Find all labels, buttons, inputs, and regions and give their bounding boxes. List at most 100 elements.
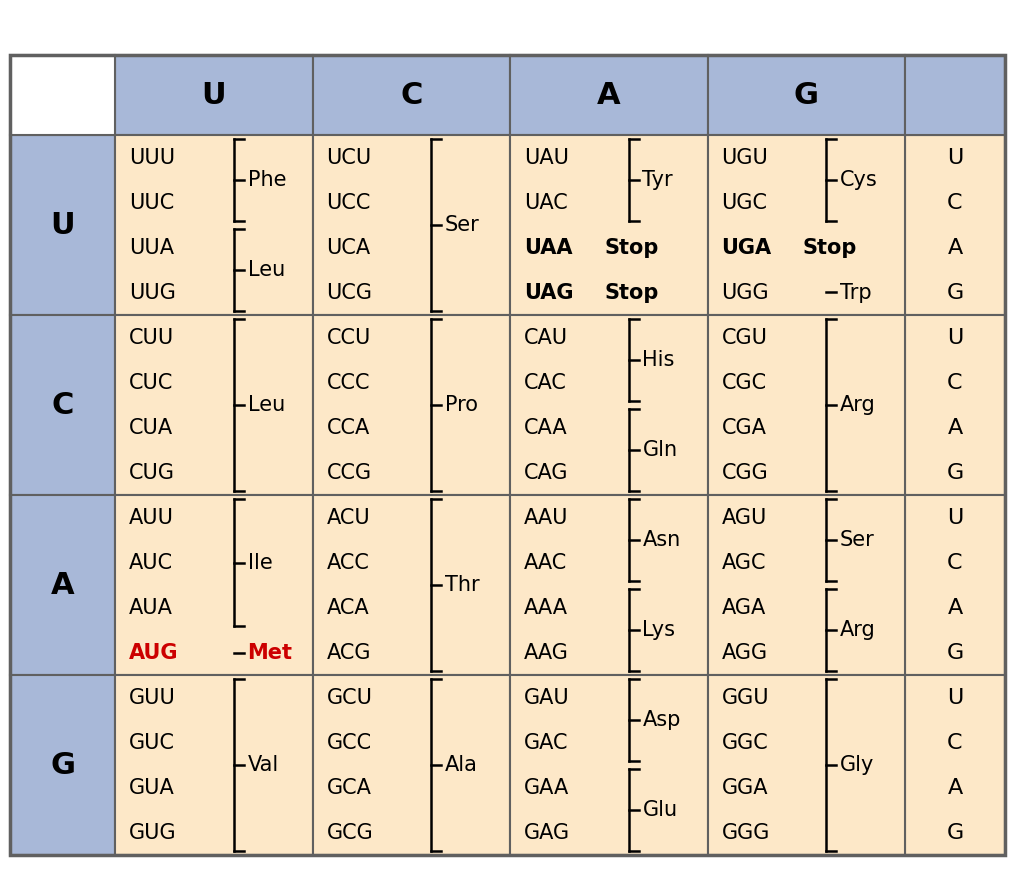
Text: UAC: UAC <box>524 192 567 213</box>
Text: CCA: CCA <box>327 417 370 437</box>
Bar <box>115 55 312 135</box>
Text: UCG: UCG <box>327 282 373 302</box>
Text: Arg: Arg <box>840 620 876 640</box>
Text: UCU: UCU <box>327 147 372 167</box>
Text: GGA: GGA <box>722 778 768 798</box>
Text: Ile: Ile <box>248 552 272 572</box>
Text: CCU: CCU <box>327 327 371 348</box>
Text: U: U <box>947 687 964 707</box>
Text: Gly: Gly <box>840 755 874 775</box>
Text: UUA: UUA <box>129 238 174 258</box>
Text: Leu: Leu <box>248 260 285 280</box>
Bar <box>115 495 312 675</box>
Text: C: C <box>947 552 963 572</box>
Text: His: His <box>642 350 675 370</box>
Text: Ser: Ser <box>840 530 874 550</box>
Text: CUU: CUU <box>129 327 174 348</box>
Text: CAU: CAU <box>524 327 568 348</box>
Bar <box>10 135 115 315</box>
Bar <box>708 675 905 855</box>
Text: GCU: GCU <box>327 687 373 707</box>
Text: GUA: GUA <box>129 778 175 798</box>
Text: Pro: Pro <box>445 395 478 415</box>
Bar <box>905 55 1005 135</box>
Text: G: G <box>50 751 75 780</box>
Text: GCG: GCG <box>327 822 374 842</box>
Text: C: C <box>947 733 963 753</box>
Bar <box>708 495 905 675</box>
Text: Ser: Ser <box>445 215 480 235</box>
Bar <box>115 135 312 315</box>
Text: A: A <box>597 80 621 110</box>
Text: GAU: GAU <box>524 687 569 707</box>
Text: Trp: Trp <box>840 282 871 302</box>
Text: A: A <box>947 598 963 618</box>
Text: UGC: UGC <box>722 192 768 213</box>
Text: GAC: GAC <box>524 733 568 753</box>
Text: GAA: GAA <box>524 778 569 798</box>
Text: GAG: GAG <box>524 822 570 842</box>
Text: AAG: AAG <box>524 643 569 663</box>
Text: UGG: UGG <box>722 282 769 302</box>
Bar <box>905 315 1005 495</box>
Bar <box>708 55 905 135</box>
Bar <box>10 495 115 675</box>
Text: Phe: Phe <box>248 170 286 190</box>
Text: ACG: ACG <box>327 643 371 663</box>
Text: CCC: CCC <box>327 373 370 393</box>
Bar <box>510 135 708 315</box>
Text: Gln: Gln <box>642 440 678 460</box>
Text: Stop: Stop <box>605 238 659 258</box>
Text: AUC: AUC <box>129 552 173 572</box>
Text: U: U <box>50 211 75 240</box>
Text: CUC: CUC <box>129 373 173 393</box>
Text: AAC: AAC <box>524 552 567 572</box>
Bar <box>708 135 905 315</box>
Text: AAA: AAA <box>524 598 568 618</box>
Text: Val: Val <box>248 755 279 775</box>
Text: U: U <box>947 508 964 528</box>
Text: AGC: AGC <box>722 552 766 572</box>
Text: CUG: CUG <box>129 463 175 483</box>
Text: AUG: AUG <box>129 643 178 663</box>
Text: Cys: Cys <box>840 170 878 190</box>
Bar <box>10 675 115 855</box>
Text: Leu: Leu <box>248 395 285 415</box>
Text: CAA: CAA <box>524 417 567 437</box>
Text: Lys: Lys <box>642 620 676 640</box>
Text: Stop: Stop <box>605 282 659 302</box>
Text: CAG: CAG <box>524 463 568 483</box>
Bar <box>708 315 905 495</box>
Text: UAU: UAU <box>524 147 569 167</box>
Text: C: C <box>947 373 963 393</box>
Text: Asp: Asp <box>642 710 681 730</box>
Bar <box>10 315 115 495</box>
Text: GUC: GUC <box>129 733 175 753</box>
Bar <box>510 675 708 855</box>
Text: GGG: GGG <box>722 822 770 842</box>
Text: Met: Met <box>248 643 293 663</box>
Bar <box>115 315 312 495</box>
Text: UCC: UCC <box>327 192 371 213</box>
Text: UAA: UAA <box>524 238 572 258</box>
Bar <box>510 55 708 135</box>
Bar <box>10 55 115 135</box>
Text: UAG: UAG <box>524 282 573 302</box>
Text: CUA: CUA <box>129 417 173 437</box>
Bar <box>510 495 708 675</box>
Text: AUA: AUA <box>129 598 173 618</box>
Bar <box>312 55 510 135</box>
Bar <box>905 675 1005 855</box>
Bar <box>312 495 510 675</box>
Text: AGG: AGG <box>722 643 768 663</box>
Text: GUG: GUG <box>129 822 176 842</box>
Text: CCG: CCG <box>327 463 372 483</box>
Bar <box>905 495 1005 675</box>
Text: UUU: UUU <box>129 147 175 167</box>
Text: Arg: Arg <box>840 395 876 415</box>
Text: Asn: Asn <box>642 530 681 550</box>
Text: GGU: GGU <box>722 687 769 707</box>
Text: U: U <box>947 327 964 348</box>
Bar <box>312 315 510 495</box>
Text: CGU: CGU <box>722 327 768 348</box>
